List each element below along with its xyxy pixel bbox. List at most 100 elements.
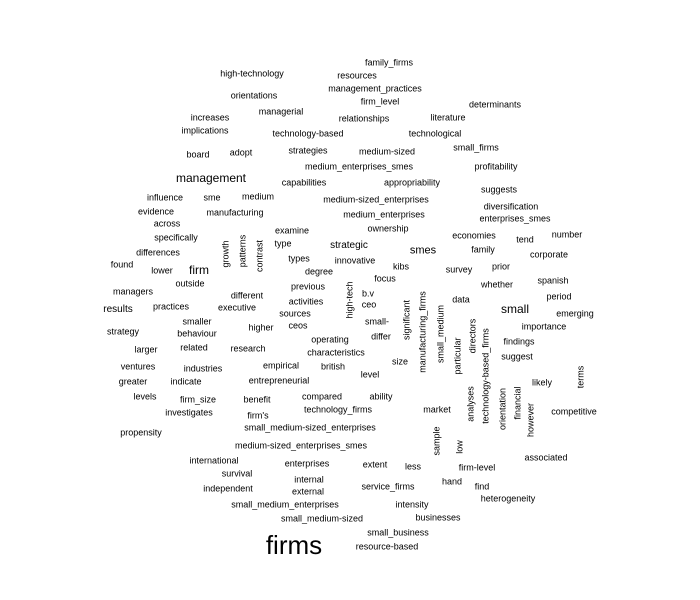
cloud-word: market [423,404,451,415]
cloud-word: levels [133,391,157,402]
cloud-word: suggests [480,184,518,195]
cloud-word: found [110,259,134,270]
cloud-word: small [500,302,530,316]
cloud-word: small_firms [453,142,499,153]
cloud-word: increases [190,112,230,123]
cloud-word: resources [337,70,377,81]
cloud-word: medium_enterprises_smes [304,161,414,172]
cloud-word: contrast [254,239,265,273]
cloud-word: ownership [367,223,409,234]
cloud-word: medium-sized [358,146,416,157]
cloud-word: terms [575,365,586,389]
cloud-word: find [474,481,490,492]
cloud-word: high-technology [220,68,284,79]
cloud-word: firm_level [360,96,400,107]
cloud-word: firm [189,263,209,277]
cloud-word: survey [445,264,473,275]
cloud-word: economies [452,230,496,241]
cloud-word: medium_enterprises [343,209,425,220]
cloud-word: technology_firms [303,404,373,415]
cloud-word: associated [524,452,568,463]
cloud-word: manufacturing_firms [417,291,428,373]
cloud-word: emerging [556,308,594,319]
cloud-word: period [546,291,572,302]
cloud-word: small_medium-sized [280,513,364,524]
cloud-word: number [551,229,583,240]
cloud-word: data [452,294,470,305]
cloud-word: patterns [237,234,248,268]
cloud-word: whether [480,279,514,290]
cloud-word: service_firms [361,481,415,492]
cloud-word: previous [290,281,326,292]
cloud-word: innovative [334,255,376,266]
cloud-word: lower [151,265,173,276]
cloud-word: analyses [465,386,476,422]
cloud-word: manufacturing [206,207,264,218]
cloud-word: differ [371,331,391,342]
cloud-word: outside [175,278,205,289]
cloud-word: types [288,253,310,264]
cloud-word: small_medium_enterprises [231,499,339,510]
cloud-word: international [189,455,239,466]
cloud-word: propensity [120,427,162,438]
cloud-word: influence [146,192,184,203]
cloud-word: size [391,356,409,367]
cloud-word: operating [311,334,349,345]
cloud-word: financial [512,386,523,420]
cloud-word: technology-based_firms [480,328,491,424]
cloud-word: sme [203,192,221,203]
cloud-word: medium [241,191,275,202]
cloud-word: evidence [137,206,175,217]
cloud-word: firms [265,530,323,560]
cloud-word: practices [152,301,190,312]
cloud-word: sample [431,426,442,456]
cloud-word: spanish [537,275,569,286]
cloud-word: less [404,461,422,472]
cloud-word: low [454,440,465,454]
cloud-word: examine [274,225,310,236]
cloud-word: ceo [361,299,377,310]
cloud-word: orientation [497,387,508,431]
cloud-word: prior [491,261,511,272]
cloud-word: importance [521,321,567,332]
cloud-word: behaviour [177,328,217,339]
cloud-word: sources [279,308,311,319]
cloud-word: orientations [230,90,278,101]
cloud-word: capabilities [281,177,327,188]
cloud-word: relationships [338,113,390,124]
cloud-word: level [360,369,380,380]
cloud-word: strategy [106,326,140,337]
cloud-word: empirical [262,360,300,371]
cloud-word: industries [183,363,223,374]
cloud-word: differences [136,247,180,258]
cloud-word: however [525,402,536,438]
cloud-word: research [230,343,266,354]
cloud-word: family_firms [364,57,414,68]
cloud-word: independent [203,483,253,494]
cloud-word: family [471,244,495,255]
cloud-word: competitive [551,406,597,417]
cloud-word: internal [294,474,324,485]
cloud-word: indicate [170,376,202,387]
cloud-word: hand [441,476,463,487]
cloud-word: diversification [483,201,539,212]
cloud-word: appropriability [383,177,441,188]
cloud-word: directors [467,318,478,354]
cloud-word: small_medium [435,304,446,364]
cloud-word: resource-based [355,541,419,552]
cloud-word: medium-sized_enterprises_smes [234,440,368,451]
cloud-word: benefit [243,394,271,405]
cloud-word: characteristics [307,347,365,358]
cloud-word: intensity [395,499,429,510]
cloud-word: profitability [474,161,518,172]
cloud-word: degree [304,266,334,277]
cloud-word: survival [221,468,253,479]
cloud-word: greater [118,376,148,387]
cloud-word: larger [134,344,158,355]
cloud-word: likely [531,377,553,388]
cloud-word: board [186,149,210,160]
cloud-word: specifically [154,232,198,243]
cloud-word: suggest [501,351,533,362]
cloud-word: medium-sized_enterprises [323,194,429,205]
